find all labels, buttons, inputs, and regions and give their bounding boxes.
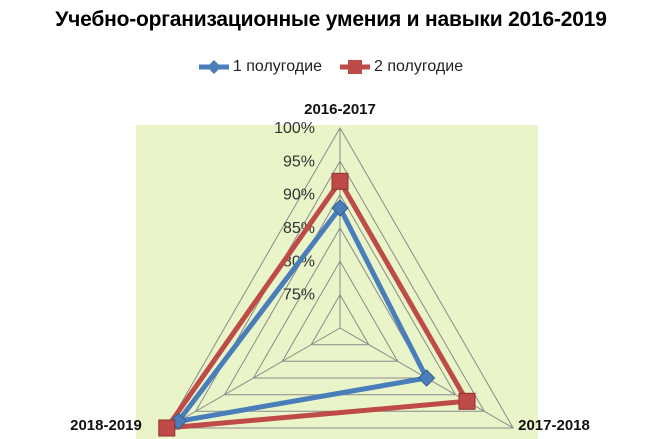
series-1-point-0 [331, 199, 349, 217]
series-2-point-1 [458, 392, 476, 410]
chart-title: Учебно-организационные умения и навыки 2… [55, 8, 607, 31]
series-line-1 [175, 205, 430, 424]
series-2-point-2 [158, 419, 176, 437]
axis-label-2016-2017: 2016-2017 [304, 101, 376, 118]
tick-label-3: 90% [283, 187, 315, 204]
tick-label-4: 95% [283, 153, 315, 170]
tick-label-5: 100% [274, 120, 315, 137]
axis-labels: 2016-2017 2017-2018 2018-2019 [70, 101, 590, 434]
grid-ring-1 [281, 260, 399, 362]
grid-ring-0 [310, 293, 370, 346]
legend-marker-series-2 [340, 60, 370, 74]
legend-label-series-1: 1 полугодие [232, 58, 322, 75]
legend-entry-series-2: 2 полугодие [340, 58, 463, 76]
legend-label-series-2: 2 полугодие [374, 58, 464, 75]
tick-label-0: 75% [283, 287, 315, 304]
legend: 1 полугодие 2 полугодие [0, 58, 662, 76]
grid-ring-5 [165, 126, 515, 429]
series-layer [158, 172, 476, 437]
series-2-point-0 [331, 172, 349, 190]
grid-ring-2 [252, 226, 428, 379]
legend-marker-series-1 [198, 60, 229, 74]
grid-spoke-2 [166, 327, 341, 429]
series-1-point-1 [417, 369, 436, 387]
series-line-2 [164, 178, 470, 431]
axis-label-2018-2019: 2018-2019 [70, 417, 142, 434]
legend-entry-series-1: 1 полугодие [198, 58, 322, 76]
axis-label-2017-2018: 2017-2018 [518, 417, 590, 434]
